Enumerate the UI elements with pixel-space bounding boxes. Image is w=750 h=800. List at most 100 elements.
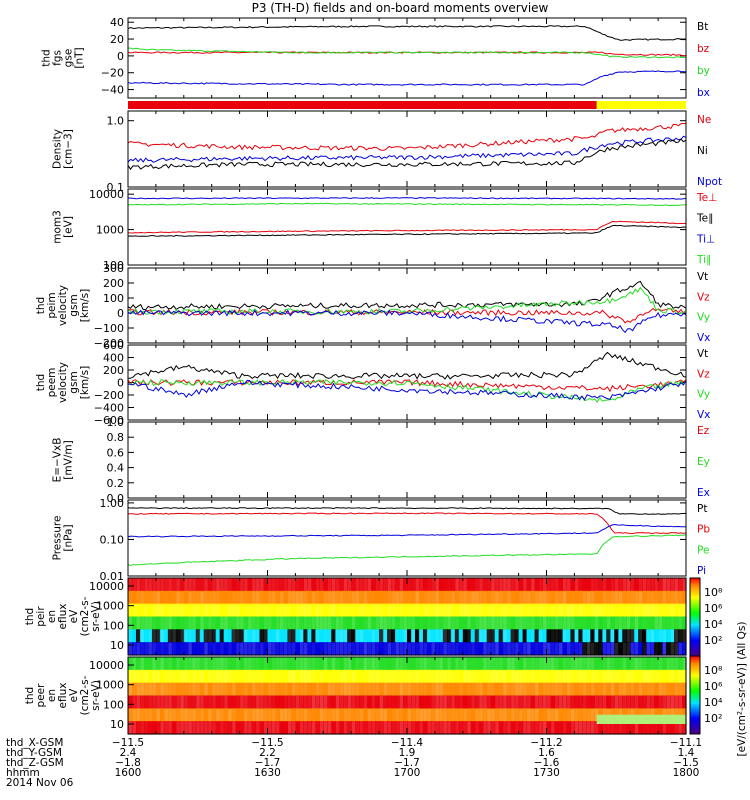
heatmap-cell (128, 708, 133, 722)
heatmap-cell (139, 669, 145, 684)
heatmap-cell (506, 642, 512, 656)
heatmap-cell (610, 590, 615, 605)
heatmap-cell (642, 603, 647, 618)
heatmap-cell (323, 603, 328, 618)
heatmap-cell (279, 721, 285, 735)
colorbar-lower (689, 655, 701, 735)
heatmap-cell (295, 629, 300, 643)
heatmap-cell (355, 657, 360, 671)
heatmap-cell (243, 629, 249, 643)
heatmap-cell (606, 616, 611, 630)
heatmap-cell (514, 590, 520, 605)
heatmap-cell (143, 708, 149, 722)
ylabel-line: en (46, 689, 58, 702)
heatmap-cell (371, 657, 376, 671)
heatmap-cell (171, 695, 177, 709)
heatmap-cell (674, 695, 679, 709)
heatmap-cell (315, 669, 320, 684)
heatmap-cell (363, 642, 368, 656)
heatmap-cell (287, 629, 293, 643)
heatmap-cell (191, 603, 197, 618)
heatmap-cell (470, 578, 476, 592)
heatmap-cell (454, 578, 460, 592)
heatmap-cell (634, 578, 639, 592)
heatmap-cell (562, 603, 568, 618)
heatmap-cell (267, 578, 273, 592)
heatmap-cell (135, 682, 141, 697)
heatmap-cell (331, 629, 336, 643)
ylabel-line: eflux (57, 604, 69, 630)
heatmap-cell (462, 721, 468, 735)
heatmap-cell (339, 603, 344, 618)
heatmap-cell (486, 616, 492, 630)
heatmap-cell (267, 708, 273, 722)
ylabel-line: (cm2-s- (79, 675, 91, 715)
heatmap-cell (307, 629, 312, 643)
heatmap-cell (159, 669, 165, 684)
heatmap-cell (235, 721, 241, 735)
heatmap-cell (255, 642, 261, 656)
heatmap-cell (159, 682, 165, 697)
heatmap-cell (530, 616, 536, 630)
heatmap-cell (331, 616, 336, 630)
heatmap-cell (434, 578, 440, 592)
heatmap-cell (570, 629, 575, 643)
ylabel-line: [nPa] (63, 524, 75, 551)
heatmap-cell (175, 708, 181, 722)
heatmap-cell (219, 616, 225, 630)
heatmap-cell (422, 669, 428, 684)
heatmap-cell (614, 590, 619, 605)
heatmap-cell (235, 682, 241, 697)
ylabel-line: E=−VxB (52, 438, 64, 483)
heatmap-cell (518, 721, 524, 735)
heatmap-cell (351, 657, 356, 671)
heatmap-cell (235, 629, 241, 643)
heatmap-cell (530, 682, 536, 697)
heatmap-cell (379, 682, 384, 697)
heatmap-cell (562, 682, 568, 697)
ylabel-line: thd (35, 374, 47, 391)
heatmap-cell (307, 708, 312, 722)
heatmap-cell (678, 629, 683, 643)
heatmap-cell (482, 695, 488, 709)
heatmap-cell (155, 590, 161, 605)
heatmap-cell (518, 578, 524, 592)
heatmap-cell (327, 590, 332, 605)
heatmap-cell (299, 578, 304, 592)
heatmap-cell (574, 629, 579, 643)
heatmap-cell (391, 708, 396, 722)
heatmap-cell (335, 642, 340, 656)
legend-entry: Bt (697, 21, 708, 33)
heatmap-cell (343, 657, 348, 671)
ytick-label: 300 (103, 262, 124, 275)
heatmap-cell (163, 616, 169, 630)
heatmap-cell (128, 721, 133, 735)
ylabel-line: velocity (57, 362, 69, 403)
heatmap-cell (550, 603, 556, 618)
heatmap-cell (558, 603, 564, 618)
heatmap-cell (363, 590, 368, 605)
heatmap-cell (518, 629, 524, 643)
heatmap-cell (446, 695, 452, 709)
heatmap-cell (287, 657, 293, 671)
heatmap-cell (414, 629, 420, 643)
heatmap-cell (630, 603, 635, 618)
heatmap-cell (371, 629, 376, 643)
heatmap-cell (135, 642, 141, 656)
heatmap-cell (630, 590, 635, 605)
heatmap-cell (287, 590, 293, 605)
heatmap-cell (486, 657, 492, 671)
heatmap-cell (526, 642, 532, 656)
heatmap-cell (410, 590, 416, 605)
heatmap-cell (582, 616, 587, 630)
xaxis-row-label: thd_X-GSM (6, 737, 63, 749)
heatmap-cell (534, 669, 540, 684)
heatmap-cell (498, 657, 504, 671)
heatmap-cell (574, 708, 579, 722)
heatmap-cell (462, 603, 468, 618)
heatmap-cell (674, 578, 679, 592)
heatmap-cell (219, 682, 225, 697)
heatmap-cell (418, 642, 424, 656)
heatmap-cell (295, 708, 300, 722)
heatmap-cell (430, 669, 436, 684)
